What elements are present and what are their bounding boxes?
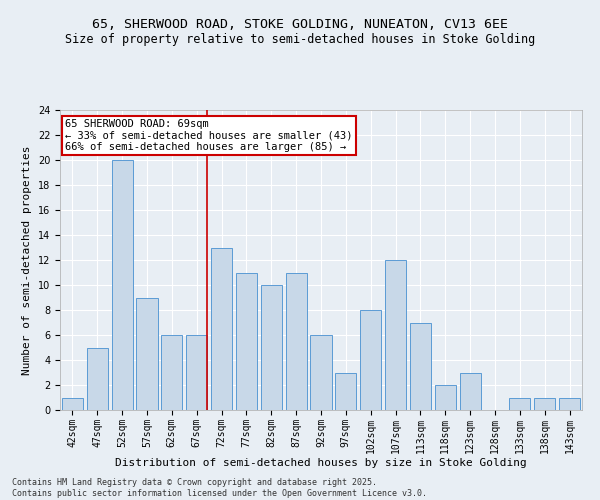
Text: Contains HM Land Registry data © Crown copyright and database right 2025.
Contai: Contains HM Land Registry data © Crown c… <box>12 478 427 498</box>
Bar <box>161 335 182 410</box>
Text: 65 SHERWOOD ROAD: 69sqm
← 33% of semi-detached houses are smaller (43)
66% of se: 65 SHERWOOD ROAD: 69sqm ← 33% of semi-de… <box>65 119 353 152</box>
Bar <box>261 285 282 410</box>
Bar <box>62 398 83 410</box>
Bar <box>236 272 257 410</box>
X-axis label: Distribution of semi-detached houses by size in Stoke Golding: Distribution of semi-detached houses by … <box>115 458 527 468</box>
Bar <box>559 398 580 410</box>
Bar <box>509 398 530 410</box>
Bar <box>87 348 108 410</box>
Bar <box>460 372 481 410</box>
Bar <box>435 385 456 410</box>
Bar <box>410 322 431 410</box>
Y-axis label: Number of semi-detached properties: Number of semi-detached properties <box>22 145 32 375</box>
Bar <box>385 260 406 410</box>
Bar <box>335 372 356 410</box>
Bar <box>186 335 207 410</box>
Bar <box>310 335 332 410</box>
Bar <box>211 248 232 410</box>
Bar <box>286 272 307 410</box>
Text: 65, SHERWOOD ROAD, STOKE GOLDING, NUNEATON, CV13 6EE: 65, SHERWOOD ROAD, STOKE GOLDING, NUNEAT… <box>92 18 508 30</box>
Bar <box>360 310 381 410</box>
Bar <box>112 160 133 410</box>
Bar <box>534 398 555 410</box>
Text: Size of property relative to semi-detached houses in Stoke Golding: Size of property relative to semi-detach… <box>65 32 535 46</box>
Bar <box>136 298 158 410</box>
